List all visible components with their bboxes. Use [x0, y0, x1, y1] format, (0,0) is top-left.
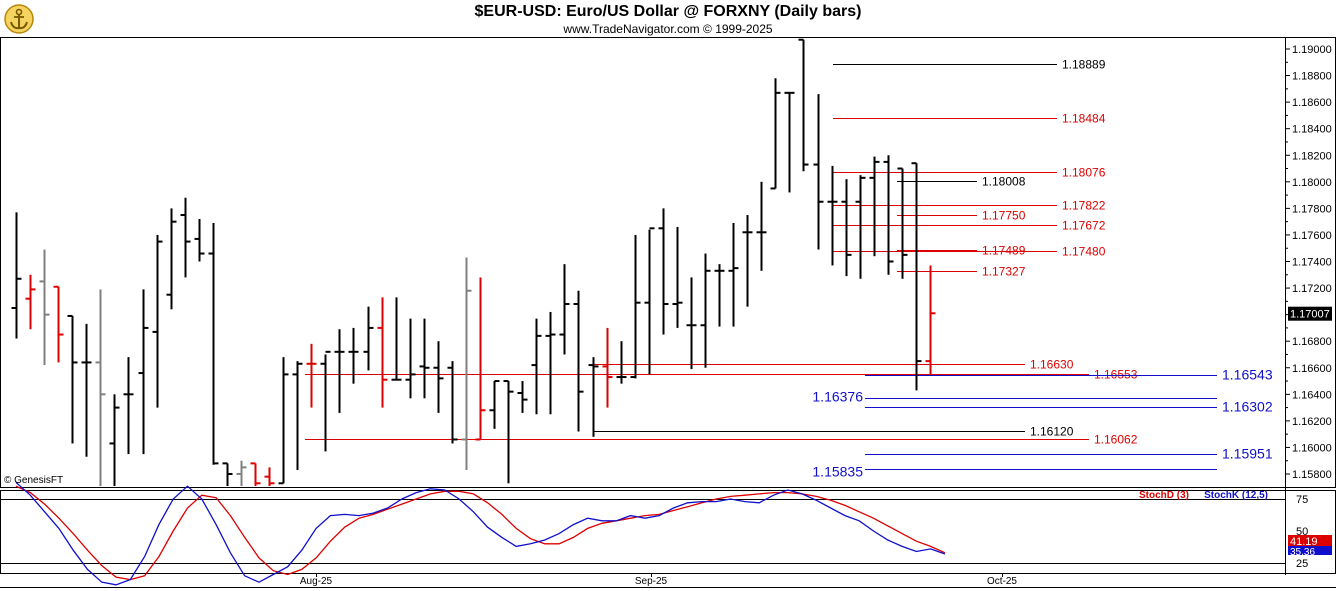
y-tick-label: 1.16800 — [1292, 336, 1332, 348]
price-panel-frame — [0, 37, 1336, 488]
y-tick-label: 1.18800 — [1292, 71, 1332, 83]
level-label: 1.16062 — [1094, 433, 1138, 447]
y-tick-label: 1.18400 — [1292, 124, 1332, 136]
stochk-last-label: 35.36 — [1290, 547, 1315, 558]
level-label: 1.17489 — [982, 244, 1026, 258]
stochd-last-box — [1288, 535, 1332, 547]
y-tick-label: 1.16400 — [1292, 389, 1332, 401]
level-label: 1.17822 — [1062, 199, 1106, 213]
level-label: 1.17672 — [1062, 219, 1106, 233]
x-tick-label: Sep-25 — [635, 576, 668, 587]
level-label: 1.15951 — [1222, 446, 1273, 462]
y-tick-label: 1.18200 — [1292, 150, 1332, 162]
x-tick-label: Oct-25 — [987, 576, 1017, 587]
y-tick-label: 1.16600 — [1292, 363, 1332, 375]
y-tick-label: 1.15800 — [1292, 469, 1332, 481]
last-price-box — [1288, 306, 1332, 321]
level-label: 1.16543 — [1222, 367, 1273, 383]
stoch-panel-frame — [0, 490, 1336, 574]
level-label: 1.15835 — [812, 464, 863, 480]
stoch-tick-label: 25 — [1296, 558, 1308, 570]
chart-title: $EUR-USD: Euro/US Dollar @ FORXNY (Daily… — [474, 3, 862, 20]
level-label: 1.16302 — [1222, 399, 1273, 415]
level-label: 1.18008 — [982, 175, 1026, 189]
y-tick-label: 1.17800 — [1292, 203, 1332, 215]
y-tick-label: 1.16200 — [1292, 416, 1332, 428]
trade-navigator-logo-icon — [4, 4, 34, 34]
stoch-line-k — [15, 481, 946, 586]
legend-stochd: StochD (3) — [1139, 490, 1189, 501]
level-label: 1.18076 — [1062, 166, 1106, 180]
level-label: 1.16553 — [1094, 368, 1138, 382]
level-label: 1.16376 — [812, 389, 863, 405]
last-price-label: 1.17007 — [1290, 309, 1330, 321]
y-tick-label: 1.16000 — [1292, 442, 1332, 454]
y-tick-label: 1.17400 — [1292, 257, 1332, 269]
y-tick-label: 1.18600 — [1292, 97, 1332, 109]
level-label: 1.17480 — [1062, 245, 1106, 259]
y-tick-label: 1.17600 — [1292, 230, 1332, 242]
level-label: 1.16630 — [1030, 358, 1074, 372]
level-label: 1.17750 — [982, 209, 1026, 223]
level-label: 1.18889 — [1062, 58, 1106, 72]
stoch-line-d — [15, 485, 946, 581]
level-label: 1.18484 — [1062, 112, 1106, 126]
level-label: 1.17327 — [982, 265, 1026, 279]
stoch-tick-label: 75 — [1296, 494, 1308, 506]
genesis-watermark: © GenesisFT — [4, 475, 64, 486]
stochk-last-box — [1288, 546, 1332, 555]
y-tick-label: 1.17200 — [1292, 283, 1332, 295]
legend-stochk: StochK (12,5) — [1204, 490, 1268, 501]
chart-subtitle: www.TradeNavigator.com © 1999-2025 — [563, 22, 773, 36]
x-tick-label: Aug-25 — [300, 576, 333, 587]
level-label: 1.16120 — [1030, 425, 1074, 439]
stochd-last-label: 41.19 — [1290, 536, 1318, 548]
y-tick-label: 1.18000 — [1292, 177, 1332, 189]
y-tick-label: 1.19000 — [1292, 44, 1332, 56]
